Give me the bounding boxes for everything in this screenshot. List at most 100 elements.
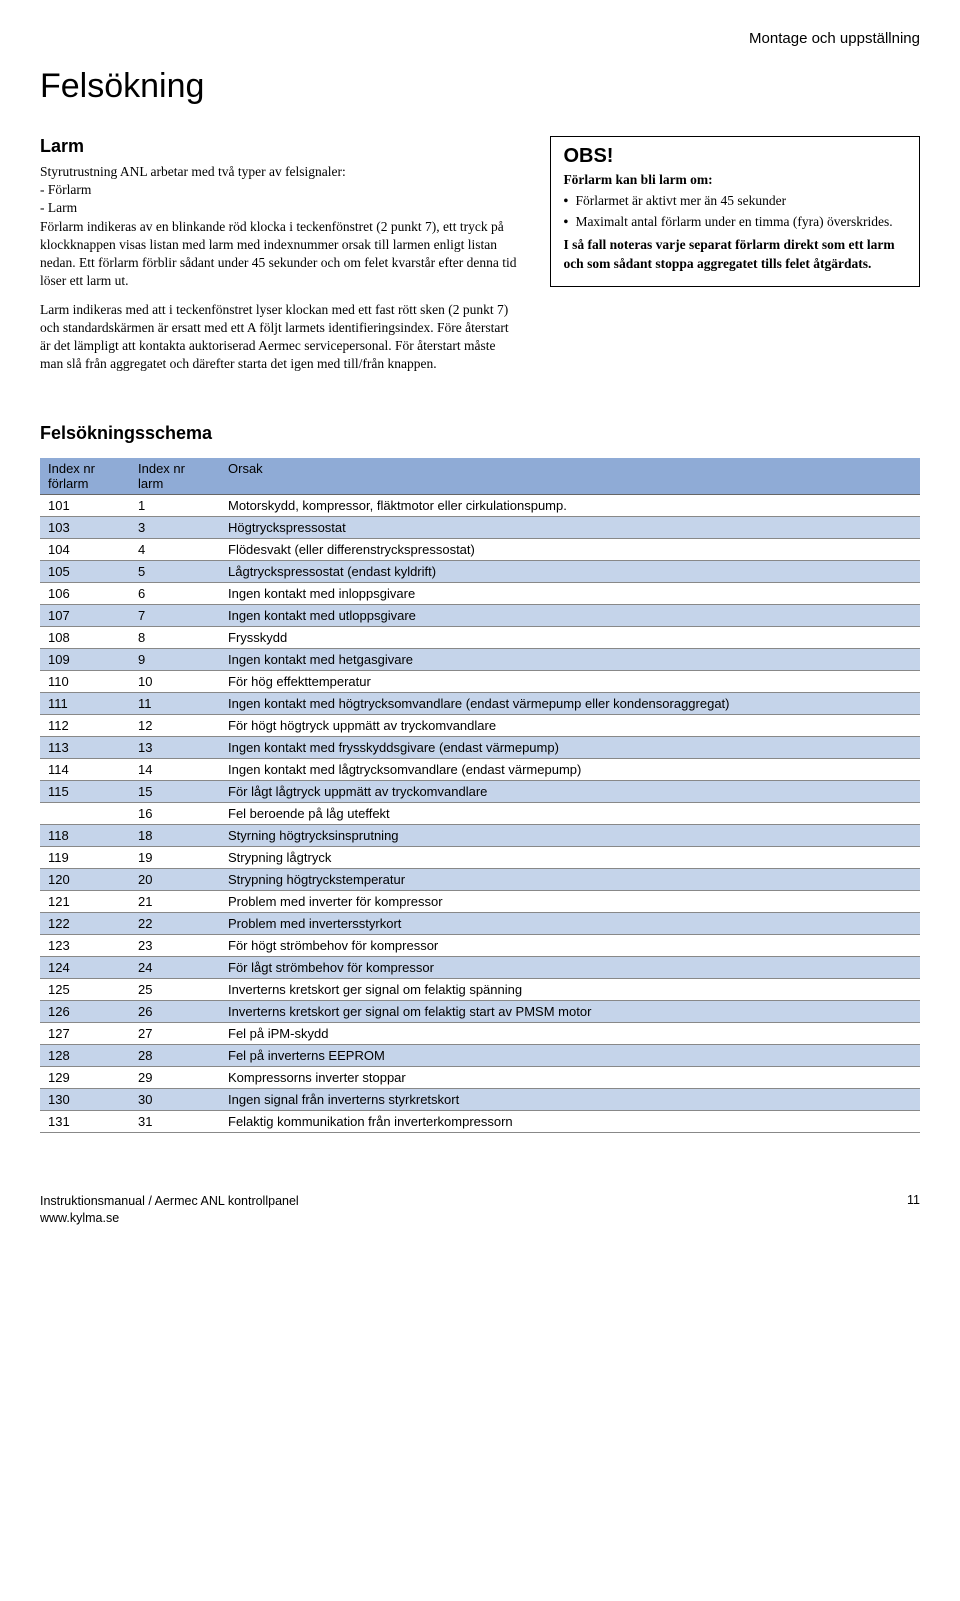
- table-row: 12929Kompressorns inverter stoppar: [40, 1067, 920, 1089]
- cell-orsak: Fel på iPM-skydd: [220, 1023, 920, 1045]
- table-row: 13030Ingen signal från inverterns styrkr…: [40, 1089, 920, 1111]
- cell-larm: 29: [130, 1067, 220, 1089]
- table-row: 13131Felaktig kommunikation från inverte…: [40, 1111, 920, 1133]
- cell-larm: 12: [130, 715, 220, 737]
- table-row: 11111Ingen kontakt med högtrycksomvandla…: [40, 693, 920, 715]
- cell-orsak: Ingen kontakt med högtrycksomvandlare (e…: [220, 693, 920, 715]
- cell-larm: 6: [130, 583, 220, 605]
- cell-larm: 25: [130, 979, 220, 1001]
- cell-forlarm: 113: [40, 737, 130, 759]
- cell-larm: 22: [130, 913, 220, 935]
- cell-larm: 8: [130, 627, 220, 649]
- page-title: Felsökning: [40, 67, 920, 106]
- cell-forlarm: 108: [40, 627, 130, 649]
- table-row: 12828Fel på inverterns EEPROM: [40, 1045, 920, 1067]
- cell-larm: 20: [130, 869, 220, 891]
- obs-section: OBS! Förlarm kan bli larm om: Förlarmet …: [550, 136, 920, 383]
- cell-forlarm: [40, 803, 130, 825]
- cell-orsak: Ingen kontakt med frysskyddsgivare (enda…: [220, 737, 920, 759]
- cell-forlarm: 111: [40, 693, 130, 715]
- obs-note: I så fall noteras varje separat förlarm …: [563, 236, 907, 274]
- cell-larm: 10: [130, 671, 220, 693]
- table-row: 12121Problem med inverter för kompressor: [40, 891, 920, 913]
- cell-forlarm: 123: [40, 935, 130, 957]
- cell-larm: 27: [130, 1023, 220, 1045]
- cell-larm: 31: [130, 1111, 220, 1133]
- cell-orsak: Ingen kontakt med utloppsgivare: [220, 605, 920, 627]
- cell-orsak: För hög effekttemperatur: [220, 671, 920, 693]
- cell-larm: 26: [130, 1001, 220, 1023]
- content-columns: Larm Styrutrustning ANL arbetar med två …: [40, 136, 920, 383]
- schema-heading: Felsökningsschema: [40, 423, 920, 444]
- table-row: 12727Fel på iPM-skydd: [40, 1023, 920, 1045]
- table-row: 12626Inverterns kretskort ger signal om …: [40, 1001, 920, 1023]
- cell-larm: 14: [130, 759, 220, 781]
- footer-line2: www.kylma.se: [40, 1211, 119, 1225]
- larm-section: Larm Styrutrustning ANL arbetar med två …: [40, 136, 520, 383]
- table-row: 11313Ingen kontakt med frysskyddsgivare …: [40, 737, 920, 759]
- table-header-row: Index nr förlarm Index nr larm Orsak: [40, 458, 920, 495]
- table-row: 12323För högt strömbehov för kompressor: [40, 935, 920, 957]
- cell-larm: 30: [130, 1089, 220, 1111]
- table-row: 1055Lågtryckspressostat (endast kyldrift…: [40, 561, 920, 583]
- cell-forlarm: 120: [40, 869, 130, 891]
- table-row: 12525Inverterns kretskort ger signal om …: [40, 979, 920, 1001]
- cell-forlarm: 130: [40, 1089, 130, 1111]
- cell-forlarm: 129: [40, 1067, 130, 1089]
- cell-orsak: Strypning lågtryck: [220, 847, 920, 869]
- cell-orsak: Fel beroende på låg uteffekt: [220, 803, 920, 825]
- obs-list: Förlarmet är aktivt mer än 45 sekunderMa…: [563, 192, 907, 232]
- table-row: 12424För lågt strömbehov för kompressor: [40, 957, 920, 979]
- cell-orsak: Frysskydd: [220, 627, 920, 649]
- cell-forlarm: 122: [40, 913, 130, 935]
- cell-larm: 9: [130, 649, 220, 671]
- page-footer: Instruktionsmanual / Aermec ANL kontroll…: [40, 1193, 920, 1226]
- larm-p2: Larm indikeras med att i teckenfönstret …: [40, 301, 520, 374]
- col-larm: Index nr larm: [130, 458, 220, 495]
- cell-forlarm: 118: [40, 825, 130, 847]
- cell-orsak: Problem med inverter för kompressor: [220, 891, 920, 913]
- table-row: 16Fel beroende på låg uteffekt: [40, 803, 920, 825]
- table-row: 1011Motorskydd, kompressor, fläktmotor e…: [40, 495, 920, 517]
- cell-orsak: Strypning högtryckstemperatur: [220, 869, 920, 891]
- cell-forlarm: 119: [40, 847, 130, 869]
- table-row: 11010För hög effekttemperatur: [40, 671, 920, 693]
- cell-orsak: Ingen kontakt med inloppsgivare: [220, 583, 920, 605]
- larm-p1: Styrutrustning ANL arbetar med två typer…: [40, 163, 520, 291]
- cell-forlarm: 127: [40, 1023, 130, 1045]
- obs-subtitle: Förlarm kan bli larm om:: [563, 172, 907, 188]
- cell-orsak: Inverterns kretskort ger signal om felak…: [220, 1001, 920, 1023]
- cell-larm: 15: [130, 781, 220, 803]
- cell-orsak: Ingen signal från inverterns styrkretsko…: [220, 1089, 920, 1111]
- table-row: 1044Flödesvakt (eller differenstryckspre…: [40, 539, 920, 561]
- cell-larm: 13: [130, 737, 220, 759]
- table-row: 1033Högtryckspressostat: [40, 517, 920, 539]
- cell-forlarm: 110: [40, 671, 130, 693]
- table-row: 1088Frysskydd: [40, 627, 920, 649]
- cell-larm: 3: [130, 517, 220, 539]
- cell-forlarm: 106: [40, 583, 130, 605]
- cell-orsak: Högtryckspressostat: [220, 517, 920, 539]
- cell-forlarm: 114: [40, 759, 130, 781]
- cell-forlarm: 105: [40, 561, 130, 583]
- cell-larm: 21: [130, 891, 220, 913]
- col-larm-l1: Index nr: [138, 461, 185, 476]
- table-row: 1066Ingen kontakt med inloppsgivare: [40, 583, 920, 605]
- cell-orsak: För högt strömbehov för kompressor: [220, 935, 920, 957]
- obs-box: OBS! Förlarm kan bli larm om: Förlarmet …: [550, 136, 920, 287]
- cell-forlarm: 104: [40, 539, 130, 561]
- cell-larm: 18: [130, 825, 220, 847]
- footer-line1: Instruktionsmanual / Aermec ANL kontroll…: [40, 1194, 299, 1208]
- larm-heading: Larm: [40, 136, 520, 157]
- cell-orsak: För högt högtryck uppmätt av tryckomvand…: [220, 715, 920, 737]
- cell-forlarm: 121: [40, 891, 130, 913]
- cell-larm: 19: [130, 847, 220, 869]
- cell-forlarm: 126: [40, 1001, 130, 1023]
- page-number: 11: [907, 1193, 920, 1226]
- cell-forlarm: 107: [40, 605, 130, 627]
- larm-body: Styrutrustning ANL arbetar med två typer…: [40, 163, 520, 373]
- table-row: 12222Problem med invertersstyrkort: [40, 913, 920, 935]
- cell-forlarm: 115: [40, 781, 130, 803]
- col-forlarm-l2: förlarm: [48, 476, 88, 491]
- cell-forlarm: 124: [40, 957, 130, 979]
